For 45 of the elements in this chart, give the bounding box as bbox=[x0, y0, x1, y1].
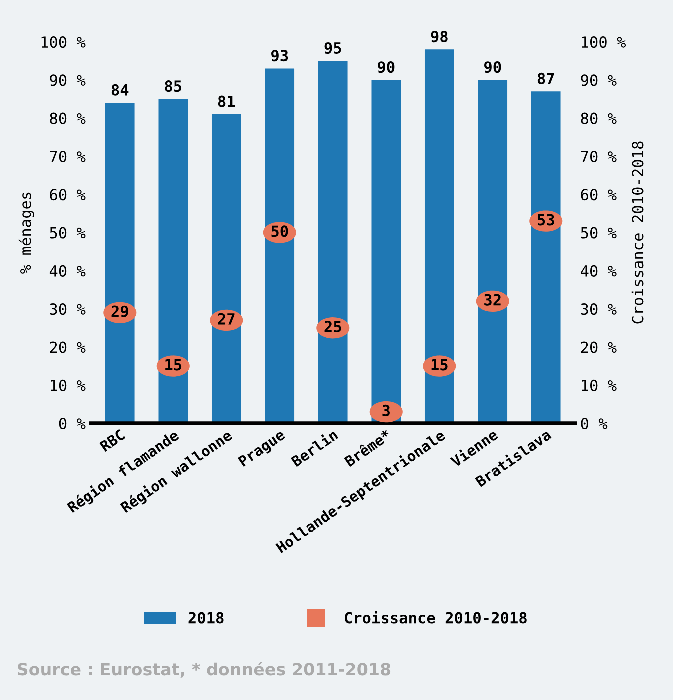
bar bbox=[106, 103, 135, 424]
y2-tick-label: 60 % bbox=[581, 189, 617, 201]
y-tick-label: 0 % bbox=[59, 418, 86, 430]
y2-axis-title: Croissance 2010-2018 bbox=[632, 142, 644, 324]
y2-tick-label: 70 % bbox=[581, 150, 617, 163]
bar bbox=[265, 68, 295, 424]
y-tick-label: 90 % bbox=[50, 74, 86, 86]
bar bbox=[158, 99, 188, 424]
bar bbox=[318, 61, 348, 424]
y-tick-label: 20 % bbox=[50, 342, 86, 354]
y2-tick-label: 10 % bbox=[582, 380, 617, 392]
y2-tick-label: 30 % bbox=[581, 304, 617, 316]
y2-tick-label: 50 % bbox=[581, 227, 617, 239]
y2-tick-label: 90 % bbox=[581, 74, 617, 86]
y-tick-label: 10 % bbox=[51, 380, 86, 392]
y-tick-label: 60 % bbox=[50, 189, 86, 201]
bar bbox=[372, 80, 402, 424]
y2-tick-label: 80 % bbox=[581, 112, 617, 124]
data-label: 93 bbox=[272, 50, 288, 62]
legend-label: Croissance 2010-2018 bbox=[345, 611, 527, 624]
y-axis-title: % ménages bbox=[18, 192, 34, 274]
legend-label: 2018 bbox=[188, 612, 224, 624]
data-label: 95 bbox=[324, 42, 342, 54]
bar bbox=[424, 50, 454, 424]
y-tick-label: 70 % bbox=[50, 150, 86, 163]
bar bbox=[478, 80, 508, 424]
source-note: Source : Eurostat, * données 2011-2018 bbox=[18, 662, 391, 678]
bar bbox=[531, 92, 561, 424]
y-tick-label: 50 % bbox=[50, 227, 86, 239]
y-tick-label: 40 % bbox=[50, 265, 86, 277]
data-label: 90 bbox=[378, 61, 395, 74]
y-tick-label: 30 % bbox=[50, 304, 86, 316]
y2-tick-label: 20 % bbox=[581, 342, 617, 354]
data-label: 98 bbox=[431, 30, 448, 43]
data-label: 81 bbox=[218, 96, 236, 108]
y2-tick-label: 40 % bbox=[581, 265, 617, 277]
bar bbox=[212, 114, 242, 424]
y-tick-label: 80 % bbox=[50, 112, 86, 124]
data-label: 87 bbox=[538, 72, 554, 84]
y2-tick-label: 100 % bbox=[582, 36, 626, 48]
data-label: 84 bbox=[112, 84, 129, 96]
y-tick-label: 100 % bbox=[42, 36, 86, 48]
data-label: 85 bbox=[165, 80, 182, 92]
y2-tick-label: 0 % bbox=[581, 418, 608, 430]
data-label: 90 bbox=[484, 61, 502, 74]
